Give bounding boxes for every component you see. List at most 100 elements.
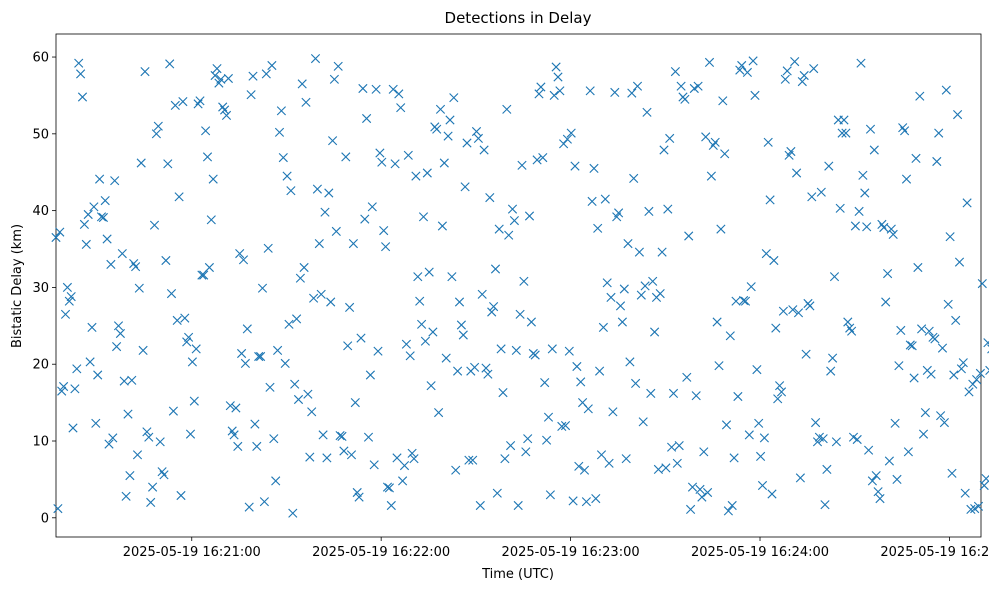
data-point [703,487,713,498]
data-point [305,452,315,462]
data-point [415,296,425,306]
data-point [773,394,783,404]
data-point [873,487,883,497]
data-point [911,153,921,163]
data-point [142,427,152,437]
data-point [968,379,978,389]
data-point [532,155,542,165]
data-point [159,470,169,480]
data-point [816,187,826,197]
data-point [316,289,326,299]
data-point [318,430,328,440]
data-point [538,153,548,163]
data-point [422,168,432,178]
data-point [858,170,868,180]
data-point [202,152,213,162]
data-point [826,366,836,376]
data-point [523,434,533,444]
data-point [53,504,63,514]
data-point [852,434,862,445]
data-point [822,464,832,474]
data-point [471,126,482,137]
data-point [568,496,578,506]
data-point [265,382,275,392]
data-point [682,372,692,382]
data-point [829,272,840,282]
data-point [839,115,849,125]
data-point [937,343,948,353]
data-point [725,331,735,341]
data-point [184,332,194,342]
data-point [282,171,292,181]
data-point [951,315,961,325]
data-point [589,163,599,173]
data-point [979,480,989,491]
data-point [801,349,811,359]
data-point [596,450,607,460]
data-point [875,494,885,504]
data-point [771,323,781,333]
data-point [445,115,455,125]
data-point [231,403,241,413]
data-point [511,345,521,355]
data-point [240,358,250,368]
data-point [195,96,205,106]
data-point [348,239,358,249]
data-point [346,450,357,460]
data-point [435,104,446,114]
x-tick-label: 2025-05-19 16:21:00 [123,545,261,560]
data-point [581,497,591,507]
data-point [328,136,338,146]
data-point [659,145,669,155]
data-point [477,289,487,299]
data-point [966,504,976,514]
data-point [490,264,501,274]
data-point [983,338,989,348]
data-point [136,158,146,168]
data-point [483,369,493,379]
data-point [718,96,728,106]
data-point [187,357,197,367]
data-point [449,93,459,103]
data-point [629,173,639,183]
data-point [627,88,637,98]
data-point [362,113,372,124]
data-point [939,418,949,428]
data-point [252,441,262,451]
data-point [244,502,254,512]
x-tick-label: 2025-05-19 16:24:00 [691,545,829,560]
data-point [634,247,644,257]
data-point [638,417,648,427]
data-point [977,279,987,289]
data-point [432,124,442,134]
data-point [723,506,733,516]
data-point [276,106,286,116]
data-point [76,69,86,79]
data-point [697,492,707,502]
data-point [655,289,665,299]
data-point [754,418,764,428]
data-point [850,221,860,231]
data-point [462,138,472,148]
data-point [867,476,877,486]
data-point [225,401,235,411]
data-point [326,297,336,307]
data-point [398,476,408,486]
data-point [115,328,125,339]
data-point [208,174,218,184]
data-point [761,249,771,259]
data-point [297,79,307,89]
data-point [220,105,230,115]
data-point [667,442,677,452]
data-point [235,249,245,259]
data-point [70,384,80,394]
data-point [646,388,656,398]
data-point [549,90,559,100]
data-point [591,494,601,504]
data-point [650,327,660,337]
data-point [686,504,696,514]
data-point [864,445,874,455]
data-point [102,234,112,244]
data-point [390,159,400,169]
